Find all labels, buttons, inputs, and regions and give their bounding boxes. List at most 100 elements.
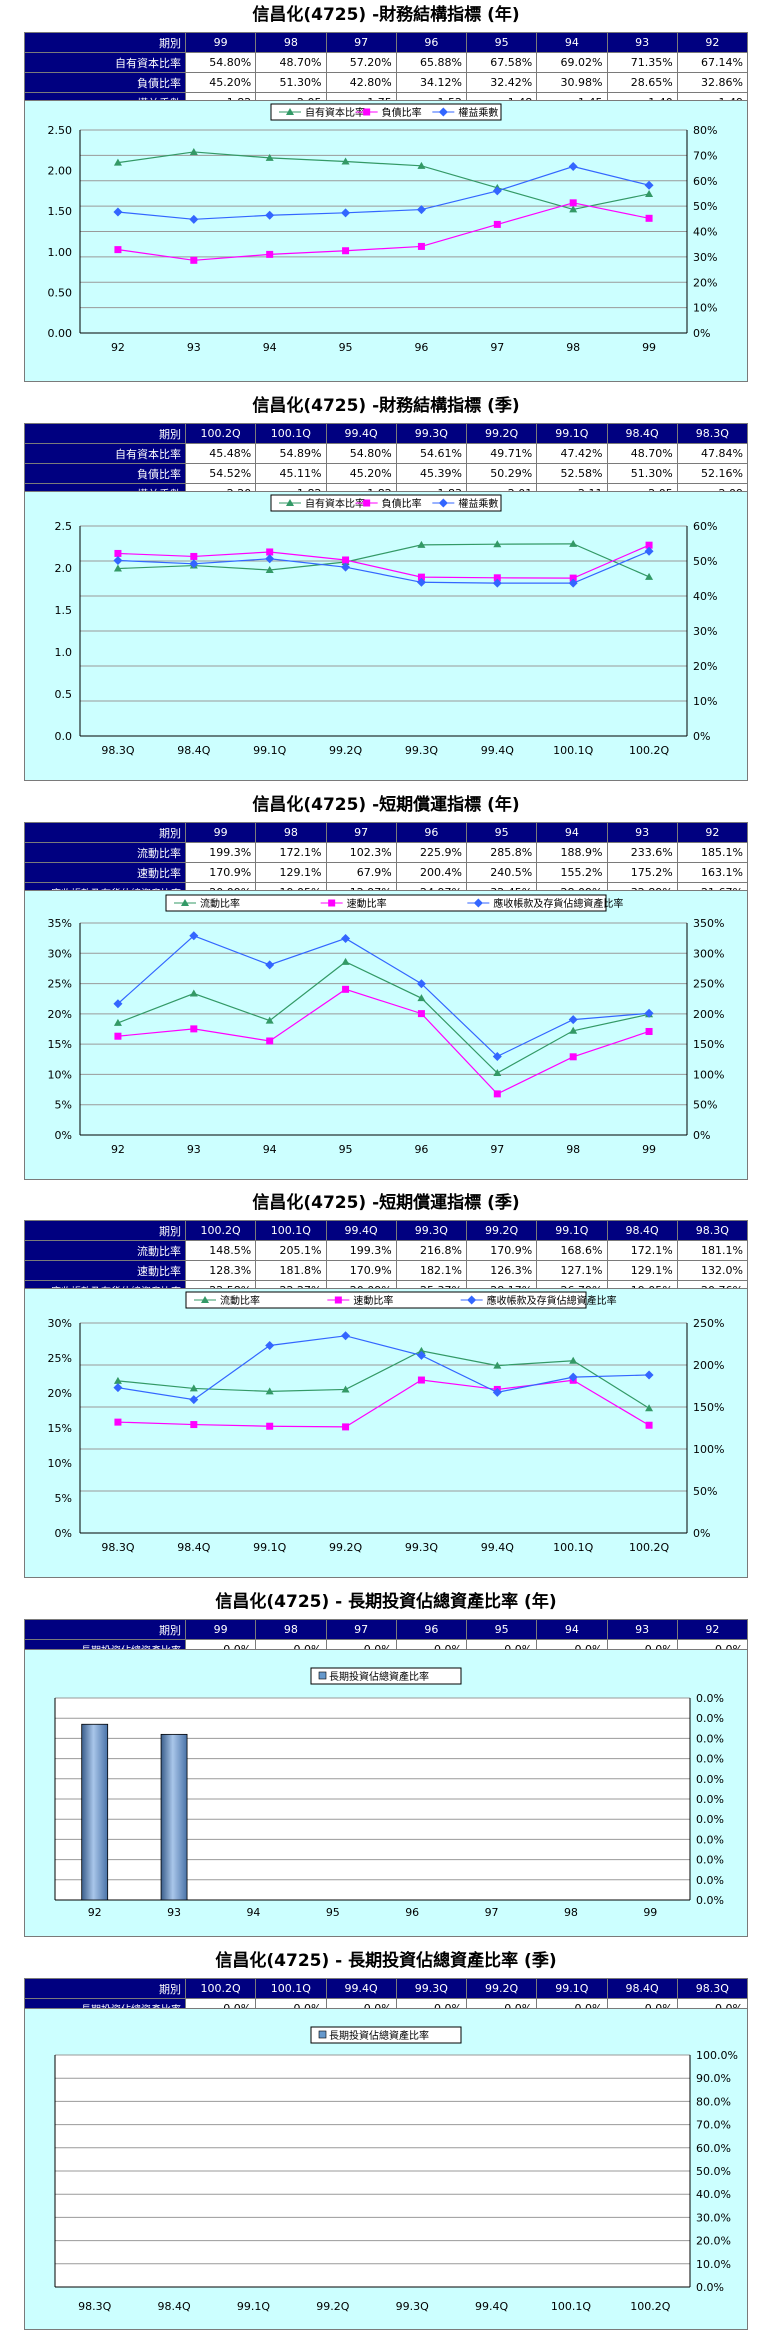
data-point: [645, 214, 653, 222]
data-point: [266, 1422, 274, 1430]
data-point: [189, 1395, 199, 1405]
data-point: [645, 541, 653, 549]
right-tick-label: 0.0%: [696, 1833, 724, 1846]
column-header: 99.2Q: [465, 1220, 538, 1241]
right-tick-label: 0.0%: [696, 1712, 724, 1725]
table-cell: 185.1%: [676, 842, 749, 863]
x-tick-label: 94: [263, 341, 277, 354]
x-tick-label: 96: [414, 341, 428, 354]
x-tick-label: 99.4Q: [475, 2300, 508, 2313]
column-header: 99.4Q: [325, 423, 397, 444]
data-point: [342, 556, 350, 564]
data-point: [342, 247, 350, 255]
chart-area: 0% 50% 100% 150% 200% 250% 300% 350% 0% 5% 10% 15% 2…: [24, 890, 748, 1180]
data-point: [493, 540, 502, 548]
right-tick-label: 60%: [693, 175, 717, 188]
data-point: [645, 1421, 653, 1429]
left-tick-label: 2.50: [48, 124, 73, 137]
legend-label: 速動比率: [347, 897, 387, 910]
right-tick-label: 200%: [693, 1008, 724, 1021]
table-cell: 216.8%: [395, 1240, 468, 1261]
right-tick-label: 30%: [693, 251, 717, 264]
table-row: 速動比率 128.3% 181.8% 170.9% 182.1% 126.3% 127.1%…: [24, 1260, 749, 1281]
column-header: 92: [676, 32, 749, 53]
table-cell: 132.0%: [676, 1260, 749, 1281]
right-tick-label: 50%: [693, 555, 717, 568]
right-tick-label: 0.0%: [696, 2281, 724, 2294]
left-tick-label: 0%: [55, 1129, 72, 1142]
x-tick-label: 92: [111, 1143, 125, 1156]
column-header: 98: [255, 822, 327, 843]
data-point: [568, 578, 578, 588]
table-cell: 188.9%: [536, 842, 608, 863]
data-point: [417, 540, 426, 548]
data-point: [645, 1027, 653, 1035]
data-point: [342, 1423, 350, 1431]
data-point: [341, 957, 350, 965]
chart-area: 0.0% 10.0% 20.0% 30.0% 40.0% 50.0% 60.0% 70.0% 8…: [24, 2008, 748, 2330]
left-tick-label: 25%: [48, 978, 72, 991]
table-cell: 32.86%: [676, 72, 749, 93]
x-tick-label: 99.4Q: [481, 744, 514, 757]
x-tick-label: 99.3Q: [405, 744, 438, 757]
table-cell: 102.3%: [325, 842, 397, 863]
legend-marker: [467, 1295, 477, 1305]
data-point: [644, 180, 654, 190]
table-cell: 45.20%: [325, 463, 397, 484]
section-title: 信昌化(4725) -短期償運指標 (年): [252, 795, 520, 815]
data-point: [189, 214, 199, 224]
x-tick-label: 98.4Q: [177, 744, 210, 757]
data-point: [341, 562, 351, 572]
table-cell: 67.14%: [676, 52, 749, 73]
legend-marker: [181, 899, 189, 906]
row-label: 流動比率: [24, 1240, 186, 1261]
left-tick-label: 1.50: [48, 205, 73, 218]
data-point: [492, 578, 502, 588]
column-header: 100.2Q: [184, 1978, 257, 1999]
column-header: 99.4Q: [325, 1978, 397, 1999]
legend-marker: [201, 1296, 209, 1303]
table-cell: 45.48%: [184, 443, 257, 464]
table-cell: 175.2%: [606, 862, 678, 883]
data-point: [341, 208, 351, 218]
data-point: [569, 205, 578, 213]
column-header: 99.4Q: [325, 1220, 397, 1241]
column-header: 100.2Q: [184, 423, 257, 444]
legend-marker: [334, 1296, 342, 1304]
table-cell: 205.1%: [255, 1240, 327, 1261]
data-point: [265, 1387, 274, 1395]
column-header: 97: [325, 1619, 397, 1640]
data-point: [265, 554, 275, 564]
x-tick-label: 100.2Q: [629, 1541, 669, 1554]
left-tick-label: 2.5: [55, 520, 73, 533]
column-header: 96: [395, 822, 468, 843]
legend-swatch: [318, 1671, 327, 1680]
table-cell: 71.35%: [606, 52, 678, 73]
table-cell: 170.9%: [325, 1260, 397, 1281]
x-tick-label: 100.2Q: [630, 2300, 670, 2313]
data-point: [569, 539, 578, 547]
table-cell: 199.3%: [184, 842, 257, 863]
legend-label: 應收帳款及存貨佔總資產比率: [487, 1294, 617, 1307]
right-tick-label: 60%: [693, 520, 717, 533]
right-tick-label: 40%: [693, 226, 717, 239]
column-header: 92: [676, 1619, 749, 1640]
data-point: [569, 1356, 578, 1364]
table-cell: 47.84%: [676, 443, 749, 464]
right-tick-label: 80.0%: [696, 2095, 731, 2108]
table-cell: 34.12%: [395, 72, 468, 93]
section-long-term-investment-quarterly: 信昌化(4725) - 長期投資佔總資產比率 (季) 期別 100.2Q 100.1…: [24, 1950, 749, 2332]
table-cell: 126.3%: [465, 1260, 538, 1281]
row-label: 負債比率: [24, 463, 186, 484]
right-tick-label: 0.0%: [696, 1753, 724, 1766]
data-point: [416, 205, 426, 215]
legend-label: 速動比率: [353, 1294, 393, 1307]
right-tick-label: 90.0%: [696, 2072, 731, 2085]
left-tick-label: 1.0: [55, 646, 73, 659]
table-header-row: 期別 99 98 97 96 95 94 93 92: [24, 32, 749, 53]
data-point: [265, 210, 275, 220]
table-row: 負債比率 45.20% 51.30% 42.80% 34.12% 32.42% 30.98%…: [24, 72, 749, 93]
right-tick-label: 70.0%: [696, 2119, 731, 2132]
legend-label: 長期投資佔總資產比率: [329, 1670, 429, 1683]
data-point: [113, 1018, 122, 1026]
